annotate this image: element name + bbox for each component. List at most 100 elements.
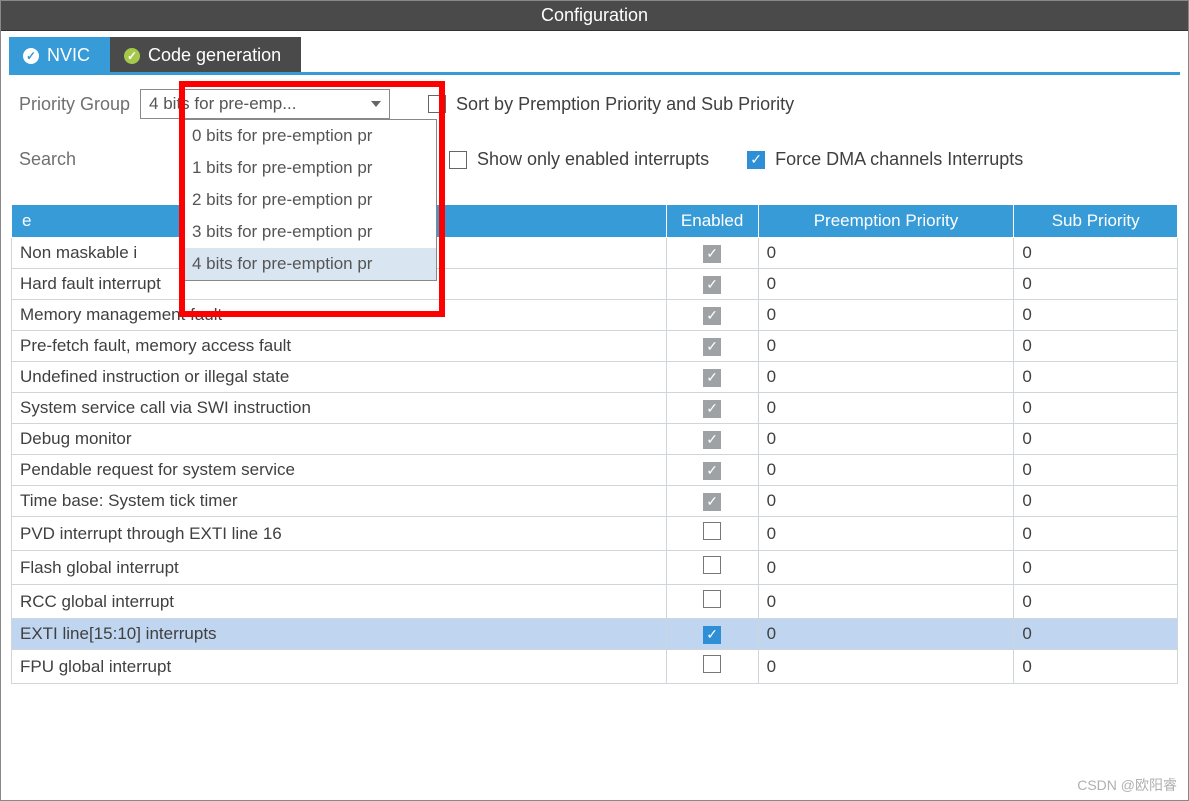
sub-priority-value[interactable]: 0 <box>1014 300 1178 331</box>
enabled-cell[interactable]: ✓ <box>666 455 758 486</box>
enabled-cell[interactable]: ✓ <box>666 238 758 269</box>
table-row[interactable]: Flash global interrupt00 <box>12 551 1178 585</box>
table-row[interactable]: RCC global interrupt 00 <box>12 585 1178 619</box>
table-row[interactable]: Memory management fault ✓ 00 <box>12 300 1178 331</box>
preemption-value[interactable]: 0 <box>758 486 1014 517</box>
preemption-value[interactable]: 0 <box>758 269 1014 300</box>
preemption-value[interactable]: 0 <box>758 238 1014 269</box>
priority-group-option[interactable]: 3 bits for pre-emption pr <box>184 216 436 248</box>
sort-checkbox[interactable] <box>428 95 446 113</box>
enabled-checkbox[interactable]: ✓ <box>703 338 721 356</box>
preemption-value[interactable]: 0 <box>758 455 1014 486</box>
table-row[interactable]: System service call via SWI instruction ✓… <box>12 393 1178 424</box>
check-circle-icon: ✓ <box>124 48 140 64</box>
enabled-checkbox[interactable]: ✓ <box>703 493 721 511</box>
preemption-value[interactable]: 0 <box>758 517 1014 551</box>
enabled-cell[interactable]: ✓ <box>666 486 758 517</box>
preemption-value[interactable]: 0 <box>758 619 1014 650</box>
tab-nvic[interactable]: ✓ NVIC <box>9 37 110 72</box>
force-dma-label: Force DMA channels Interrupts <box>775 149 1023 170</box>
enabled-checkbox[interactable]: ✓ <box>703 400 721 418</box>
interrupt-name: Pendable request for system service <box>12 455 667 486</box>
table-row[interactable]: EXTI line[15:10] interrupts ✓ 00 <box>12 619 1178 650</box>
tab-codegen[interactable]: ✓ Code generation <box>110 37 301 72</box>
preemption-value[interactable]: 0 <box>758 551 1014 585</box>
interrupt-name: Undefined instruction or illegal state <box>12 362 667 393</box>
enabled-checkbox[interactable] <box>703 522 721 540</box>
table-row[interactable]: FPU global interrupt00 <box>12 650 1178 684</box>
tab-codegen-label: Code generation <box>148 45 281 66</box>
enabled-checkbox[interactable] <box>703 556 721 574</box>
sub-priority-value[interactable]: 0 <box>1014 619 1178 650</box>
show-enabled-checkbox[interactable] <box>449 151 467 169</box>
sub-priority-value[interactable]: 0 <box>1014 269 1178 300</box>
preemption-value[interactable]: 0 <box>758 331 1014 362</box>
window-title: Configuration <box>1 1 1188 31</box>
col-header-enabled[interactable]: Enabled <box>666 205 758 238</box>
priority-group-select[interactable]: 4 bits for pre-emp... <box>140 89 390 119</box>
table-row[interactable]: Undefined instruction or illegal state ✓ 0… <box>12 362 1178 393</box>
table-row[interactable]: Pre-fetch fault, memory access fault ✓ 00 <box>12 331 1178 362</box>
enabled-cell[interactable]: ✓ <box>666 269 758 300</box>
search-label: Search <box>19 149 171 170</box>
enabled-cell[interactable]: ✓ <box>666 424 758 455</box>
sub-priority-value[interactable]: 0 <box>1014 331 1178 362</box>
enabled-cell[interactable] <box>666 517 758 551</box>
priority-group-option[interactable]: 0 bits for pre-emption pr <box>184 120 436 152</box>
interrupt-name: Pre-fetch fault, memory access fault <box>12 331 667 362</box>
priority-group-value: 4 bits for pre-emp... <box>149 94 296 114</box>
sort-label: Sort by Premption Priority and Sub Prior… <box>456 94 794 115</box>
preemption-value[interactable]: 0 <box>758 300 1014 331</box>
enabled-cell[interactable]: ✓ <box>666 300 758 331</box>
sub-priority-value[interactable]: 0 <box>1014 424 1178 455</box>
col-header-sub[interactable]: Sub Priority <box>1014 205 1178 238</box>
table-row[interactable]: Debug monitor✓00 <box>12 424 1178 455</box>
enabled-checkbox[interactable] <box>703 655 721 673</box>
enabled-checkbox[interactable] <box>703 590 721 608</box>
enabled-checkbox[interactable]: ✓ <box>703 276 721 294</box>
interrupt-name: EXTI line[15:10] interrupts <box>12 619 667 650</box>
sub-priority-value[interactable]: 0 <box>1014 393 1178 424</box>
table-row[interactable]: Time base: System tick timer✓00 <box>12 486 1178 517</box>
interrupt-name: RCC global interrupt <box>12 585 667 619</box>
enabled-cell[interactable]: ✓ <box>666 393 758 424</box>
enabled-cell[interactable] <box>666 585 758 619</box>
preemption-value[interactable]: 0 <box>758 585 1014 619</box>
sub-priority-value[interactable]: 0 <box>1014 650 1178 684</box>
table-row[interactable]: PVD interrupt through EXTI line 16 00 <box>12 517 1178 551</box>
preemption-value[interactable]: 0 <box>758 362 1014 393</box>
enabled-cell[interactable] <box>666 551 758 585</box>
sub-priority-value[interactable]: 0 <box>1014 517 1178 551</box>
col-header-preemption[interactable]: Preemption Priority <box>758 205 1014 238</box>
interrupt-name: Memory management fault <box>12 300 667 331</box>
sub-priority-value[interactable]: 0 <box>1014 585 1178 619</box>
priority-group-label: Priority Group <box>19 94 130 115</box>
sub-priority-value[interactable]: 0 <box>1014 238 1178 269</box>
enabled-checkbox[interactable]: ✓ <box>703 431 721 449</box>
interrupt-name: PVD interrupt through EXTI line 16 <box>12 517 667 551</box>
enabled-cell[interactable]: ✓ <box>666 619 758 650</box>
check-circle-icon: ✓ <box>23 48 39 64</box>
sub-priority-value[interactable]: 0 <box>1014 362 1178 393</box>
preemption-value[interactable]: 0 <box>758 650 1014 684</box>
priority-group-option[interactable]: 1 bits for pre-emption pr <box>184 152 436 184</box>
sub-priority-value[interactable]: 0 <box>1014 486 1178 517</box>
preemption-value[interactable]: 0 <box>758 424 1014 455</box>
enabled-cell[interactable]: ✓ <box>666 362 758 393</box>
sub-priority-value[interactable]: 0 <box>1014 455 1178 486</box>
enabled-checkbox[interactable]: ✓ <box>703 307 721 325</box>
sub-priority-value[interactable]: 0 <box>1014 551 1178 585</box>
table-row[interactable]: Pendable request for system service ✓ 00 <box>12 455 1178 486</box>
enabled-cell[interactable] <box>666 650 758 684</box>
preemption-value[interactable]: 0 <box>758 393 1014 424</box>
tab-nvic-label: NVIC <box>47 45 90 66</box>
priority-group-option[interactable]: 4 bits for pre-emption pr <box>184 248 436 280</box>
enabled-checkbox[interactable]: ✓ <box>703 626 721 644</box>
priority-group-option[interactable]: 2 bits for pre-emption pr <box>184 184 436 216</box>
enabled-checkbox[interactable]: ✓ <box>703 245 721 263</box>
enabled-cell[interactable]: ✓ <box>666 331 758 362</box>
force-dma-checkbox[interactable]: ✓ <box>747 151 765 169</box>
enabled-checkbox[interactable]: ✓ <box>703 369 721 387</box>
enabled-checkbox[interactable]: ✓ <box>703 462 721 480</box>
interrupt-name: System service call via SWI instruction <box>12 393 667 424</box>
